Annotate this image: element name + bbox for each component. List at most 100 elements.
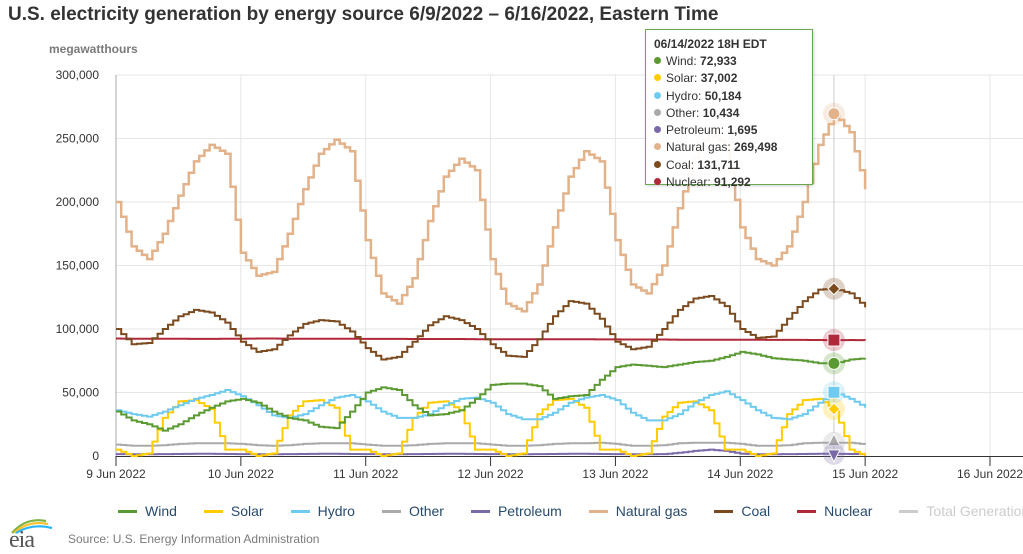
tooltip-row-hydro: Hydro: 50,184 [654,88,804,105]
tooltip-value: 269,498 [734,140,778,155]
tooltip-heading: 06/14/2022 18H EDT [654,37,767,51]
x-tick-label: 10 Jun 2022 [208,467,274,481]
legend-line-icon [588,509,608,513]
legend-item-natural-gas[interactable]: Natural gas [588,503,688,519]
chart-plot[interactable]: 0 50,000 100,000 150,000 200,000 250,000 300,0… [0,0,1023,500]
y-tick-label: 200,000 [56,195,100,209]
tooltip-row-petroleum: Petroleum: 1,695 [654,122,804,139]
x-tick-label: 15 Jun 2022 [832,467,898,481]
chart-title: U.S. electricity generation by energy so… [8,4,719,25]
tooltip-label: Solar [666,71,695,86]
series-line-other [116,441,867,447]
series-line-nuclear [116,337,867,342]
x-tick-label: 12 Jun 2022 [458,467,524,481]
tooltip-row-natural-gas: Natural gas: 269,498 [654,139,804,156]
legend-label: Natural gas [615,503,688,519]
legend-item-petroleum[interactable]: Petroleum [470,503,562,519]
legend-item-nuclear[interactable]: Nuclear [797,503,872,519]
series-dot-icon [654,74,661,82]
tooltip-separator: : [720,123,728,138]
tooltip-value: 72,933 [700,54,737,68]
legend-item-hydro[interactable]: Hydro [290,503,355,519]
logo-swoosh-icon [11,519,53,534]
legend-label: Nuclear [824,503,873,519]
chart-legend: Wind Solar Hydro Other Petroleum Natural gas C… [118,503,1023,519]
tooltip-label: Hydro [666,88,699,103]
legend-item-total-generation[interactable]: Total Generation [899,503,1023,519]
legend-label: Other [408,503,444,519]
tooltip-separator: : [690,157,698,172]
marker-other [827,432,841,447]
tooltip-row-coal: Coal: 131,711 [654,157,804,174]
series-line-coal [116,287,867,361]
series-line-wind [116,350,867,432]
marker-wind [827,356,841,370]
marker-coal [827,282,841,296]
tooltip-row-nuclear: Nuclear: 91,292 [654,174,804,191]
legend-item-coal[interactable]: Coal [714,503,770,519]
source-text: Source: U.S. Energy Information Administ… [68,532,320,546]
tooltip-value: 10,434 [702,105,740,120]
tooltip-separator: : [696,105,703,120]
legend-line-icon [714,509,734,513]
tooltip-separator: : [727,140,735,155]
tooltip-value: 50,184 [704,88,742,103]
series-dot-icon [654,160,661,168]
tooltip-value: 91,292 [714,175,751,190]
data-tooltip: 06/14/2022 18H EDT Wind: 72,933 Solar: 37… [645,29,813,189]
series-line-hydro [116,389,867,422]
series-dot-icon [654,91,661,99]
tooltip-value: 131,711 [697,157,741,172]
series-lines [116,112,867,457]
x-tick-label: 16 Jun 2022 [957,467,1023,481]
marker-hydro [827,385,841,399]
x-axis: 9 Jun 2022 10 Jun 2022 11 Jun 2022 12 Jun 2… [86,75,1023,481]
series-line-natural-gas [116,112,867,313]
tooltip-value: 37,002 [700,71,738,86]
tooltip-value: 1,695 [727,123,758,138]
tooltip-separator: : [694,71,701,86]
legend-line-icon [203,509,223,513]
x-tick-label: 9 Jun 2022 [86,467,146,481]
tooltip-separator: : [693,54,701,68]
marker-nuclear [827,333,841,347]
series-dot-icon [654,57,661,64]
legend-line-icon [899,509,919,513]
x-tick-label: 13 Jun 2022 [582,467,648,481]
y-tick-label: 50,000 [62,386,99,400]
legend-line-icon [381,509,401,513]
x-tick-label: 11 Jun 2022 [333,467,398,481]
y-tick-label: 100,000 [56,322,100,336]
y-tick-label: 250,000 [56,132,100,146]
legend-label: Solar [230,503,264,519]
legend-line-icon [470,509,490,513]
tooltip-label: Other [666,105,697,120]
legend-item-other[interactable]: Other [381,503,444,519]
series-dot-icon [654,108,661,116]
y-tick-label: 300,000 [56,68,100,82]
legend-line-icon [797,509,817,513]
tooltip-separator: : [698,88,705,103]
series-dot-icon [654,143,661,151]
legend-item-wind[interactable]: Wind [118,503,177,519]
y-tick-label: 150,000 [56,259,100,273]
series-line-solar [116,397,867,457]
legend-label: Petroleum [497,503,562,519]
tooltip-row-solar: Solar: 37,002 [654,70,804,87]
tooltip-row-wind: Wind: 72,933 [654,53,804,70]
tooltip-label: Nuclear [666,175,708,190]
series-dot-icon [654,126,661,134]
legend-label: Coal [741,503,771,519]
highlight-markers [822,102,845,465]
legend-line-icon [118,509,137,513]
y-axis-ticks: 0 50,000 100,000 150,000 200,000 250,000 300,0… [56,68,100,463]
legend-label: Wind [145,503,177,519]
tooltip-label: Natural gas [666,140,728,155]
tooltip-label: Petroleum [666,123,721,138]
legend-label: Hydro [317,503,355,519]
y-tick-label: 0 [92,449,99,463]
tooltip-label: Wind [666,54,694,68]
eia-logo: eia [6,515,62,553]
logo-text: eia [9,527,35,553]
legend-item-solar[interactable]: Solar [203,503,264,519]
